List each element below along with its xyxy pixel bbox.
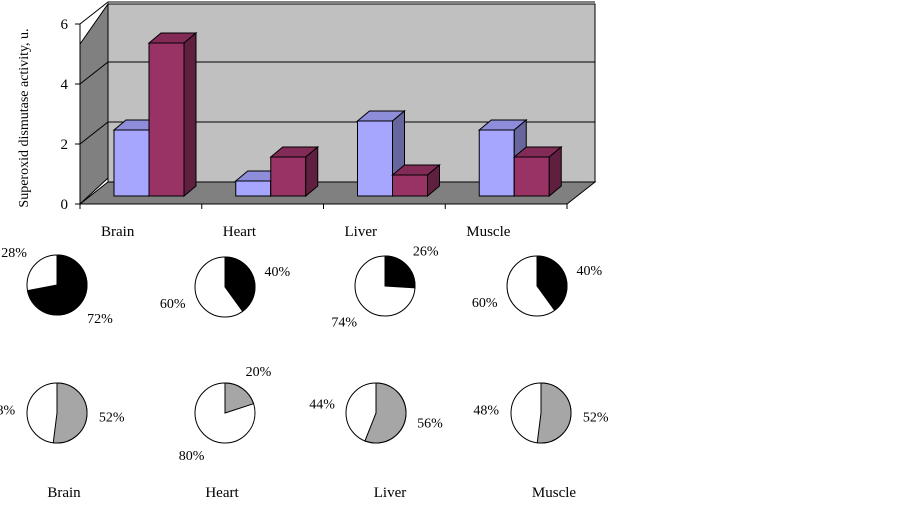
bar-front	[357, 120, 393, 197]
y-tick-label: 2	[61, 137, 69, 153]
left-wall	[79, 2, 109, 206]
pie-muscle: 52% 48%	[473, 382, 609, 444]
pie-liver: 56% 44%	[309, 382, 443, 444]
pie-label: 28%	[1, 246, 27, 261]
pie-label: 40%	[264, 265, 290, 280]
pie-label: 60%	[472, 296, 498, 311]
pie-label: 52%	[99, 410, 125, 425]
gridline	[79, 61, 595, 85]
bar-front	[235, 180, 272, 197]
pie-label: 20%	[246, 365, 272, 380]
category-label: Liver	[345, 224, 377, 240]
pie-slice	[364, 382, 407, 444]
pie-label: 48%	[473, 404, 499, 419]
bar	[512, 145, 563, 198]
pie-label: 52%	[583, 410, 609, 425]
pie-label: 44%	[309, 397, 335, 412]
pie-label: 60%	[160, 297, 186, 312]
pie-slice	[536, 255, 568, 311]
pie-brain: 72% 28%	[1, 246, 113, 327]
y-tick-label: 6	[61, 17, 69, 33]
bar-side	[305, 145, 319, 198]
bottom-category-label: Brain	[47, 485, 81, 501]
pie-brain: 52% 48%	[0, 382, 125, 444]
pie-slice	[384, 255, 416, 289]
gridline	[79, 1, 595, 25]
pie-slice	[26, 254, 88, 316]
y-axis-label: Superoxid dismutase activity, u.	[17, 28, 32, 207]
pie-label: 74%	[331, 316, 357, 331]
pie-label: 26%	[413, 244, 439, 259]
bar-front	[148, 42, 185, 197]
pie-label: 40%	[576, 264, 602, 279]
category-label: Muscle	[466, 224, 511, 240]
pie-label: 48%	[0, 404, 15, 419]
pie-heart: 40% 60%	[160, 256, 290, 318]
bar	[391, 163, 441, 198]
bar	[356, 109, 406, 198]
bar	[269, 145, 320, 198]
bar-front	[113, 129, 150, 197]
gridline	[79, 121, 595, 145]
bar-front	[270, 156, 307, 197]
pie-slice	[52, 382, 88, 444]
pie-label: 72%	[87, 312, 113, 327]
bottom-category-labels: Brain Heart Liver Muscle	[47, 485, 576, 501]
pie-heart: 20% 80%	[179, 365, 272, 464]
category-label: Heart	[223, 224, 257, 240]
bottom-category-label: Liver	[374, 485, 406, 501]
category-label: Brain	[101, 224, 135, 240]
pie-row-bottom: 52% 48% 20% 80% 56% 44% 52% 48%	[0, 365, 609, 464]
pie-slice	[224, 382, 255, 414]
bar-chart: 0 2 4 6 Brain Heart Liver Muscle Superoxid dis…	[17, 1, 597, 240]
bar-side	[183, 31, 197, 198]
pie-row-top: 72% 28% 40% 60% 26% 74% 40% 60%	[1, 244, 602, 330]
pie-slice	[536, 382, 572, 444]
pie-slice	[224, 256, 256, 312]
bar-side	[427, 163, 440, 198]
bar	[147, 31, 198, 198]
y-tick-label: 0	[61, 197, 69, 213]
bar-front	[513, 156, 550, 197]
pie-label: 56%	[417, 417, 443, 432]
bar-side	[548, 145, 562, 198]
bottom-category-label: Muscle	[532, 485, 577, 501]
bar-front	[478, 129, 515, 197]
pie-liver: 26% 74%	[331, 244, 438, 330]
y-tick-label: 4	[61, 77, 69, 93]
pie-label: 80%	[179, 449, 205, 464]
bar-front	[392, 174, 428, 197]
bottom-category-label: Heart	[205, 485, 239, 501]
pie-muscle: 40% 60%	[472, 255, 602, 317]
